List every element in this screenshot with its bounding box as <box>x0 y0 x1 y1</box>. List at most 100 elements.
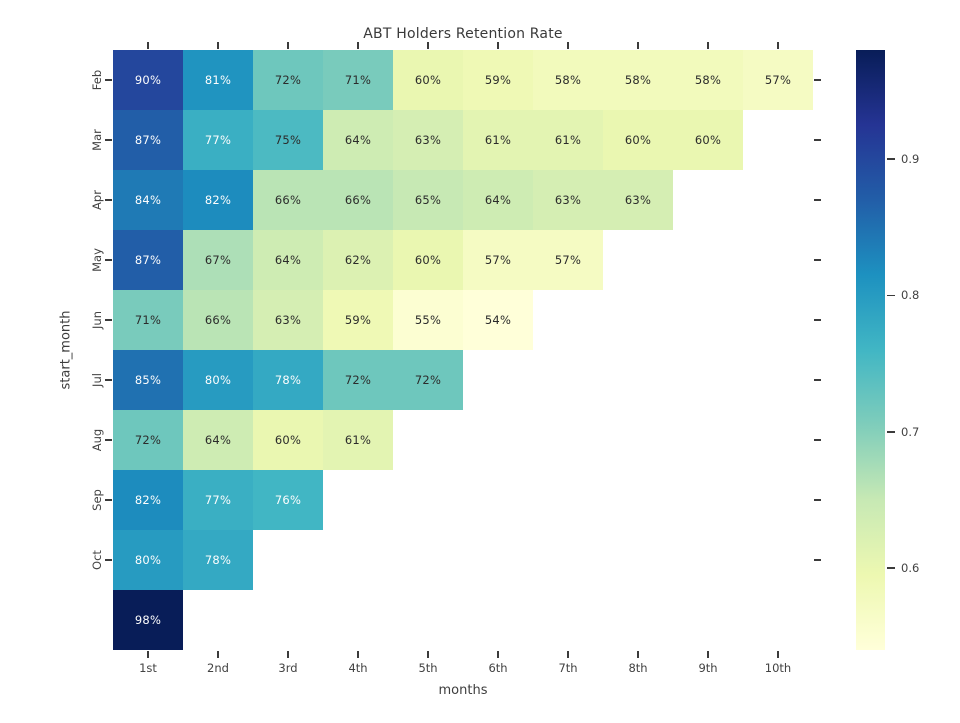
y-tick-label: Sep <box>90 489 104 511</box>
colorbar-tick-mark <box>887 431 895 433</box>
heatmap-cell: 67% <box>183 230 253 290</box>
heatmap-cell: 58% <box>673 50 743 110</box>
heatmap-cell: 64% <box>323 110 393 170</box>
cell-value-label: 60% <box>694 133 722 147</box>
cell-value-label: 63% <box>624 193 652 207</box>
heatmap-cell: 63% <box>533 170 603 230</box>
heatmap-cell: 85% <box>113 350 183 410</box>
x-tick-mark <box>637 651 639 658</box>
heatmap-cell: 82% <box>113 470 183 530</box>
x-tick-mark-top <box>707 42 709 49</box>
heatmap-cell: 57% <box>463 230 533 290</box>
cell-value-label: 57% <box>554 253 582 267</box>
heatmap-cell: 61% <box>533 110 603 170</box>
y-tick-label: Feb <box>90 69 104 91</box>
heatmap-cell: 82% <box>183 170 253 230</box>
x-tick-mark-top <box>147 42 149 49</box>
cell-value-label: 87% <box>134 133 162 147</box>
y-tick-label: Mar <box>90 129 104 151</box>
cell-value-label: 54% <box>484 313 512 327</box>
x-tick-label: 5th <box>418 661 438 675</box>
heatmap-cell: 63% <box>393 110 463 170</box>
cell-value-label: 66% <box>204 313 232 327</box>
cell-value-label: 72% <box>344 373 372 387</box>
cell-value-label: 78% <box>204 553 232 567</box>
y-tick-mark <box>105 139 112 141</box>
colorbar-tick-label: 0.7 <box>901 424 920 439</box>
y-tick-mark-right <box>814 379 821 381</box>
x-tick-mark-top <box>427 42 429 49</box>
heatmap-cell: 80% <box>183 350 253 410</box>
colorbar-tick-mark <box>887 294 895 297</box>
cell-value-label: 64% <box>484 193 512 207</box>
y-tick-mark <box>105 319 112 321</box>
y-tick-mark <box>105 499 112 501</box>
cell-value-label: 71% <box>344 73 372 87</box>
cell-value-label: 72% <box>274 73 302 87</box>
cell-value-label: 58% <box>554 73 582 87</box>
y-tick-mark-right <box>814 79 821 81</box>
y-tick-label: May <box>90 248 104 272</box>
x-tick-label: 7th <box>558 661 578 675</box>
x-tick-mark-top <box>287 42 289 49</box>
cell-value-label: 87% <box>134 253 162 267</box>
cell-value-label: 78% <box>274 373 302 387</box>
colorbar-gradient <box>856 50 885 650</box>
heatmap-cell: 84% <box>113 170 183 230</box>
heatmap-cell: 60% <box>673 110 743 170</box>
y-tick-mark <box>105 439 112 441</box>
y-tick-mark-right <box>814 259 821 261</box>
x-tick-mark-top <box>567 42 569 49</box>
heatmap-cell: 76% <box>253 470 323 530</box>
cell-value-label: 82% <box>204 193 232 207</box>
cell-value-label: 82% <box>134 493 162 507</box>
chart-title: ABT Holders Retention Rate <box>363 26 563 42</box>
x-tick-mark <box>287 651 289 658</box>
heatmap-cell: 55% <box>393 290 463 350</box>
colorbar-tick-label: 0.6 <box>901 561 920 576</box>
x-tick-mark-top <box>497 42 499 49</box>
cell-value-label: 58% <box>624 73 652 87</box>
x-tick-mark <box>147 651 149 658</box>
y-tick-mark <box>105 259 112 261</box>
x-tick-label: 10th <box>764 661 792 675</box>
x-tick-label: 4th <box>348 661 368 675</box>
x-tick-label: 9th <box>698 661 718 675</box>
heatmap-cell: 60% <box>253 410 323 470</box>
heatmap-cell: 59% <box>463 50 533 110</box>
x-tick-mark <box>217 651 219 658</box>
y-axis-label: start_month <box>58 310 74 390</box>
cell-value-label: 60% <box>414 73 442 87</box>
cell-value-label: 72% <box>134 433 162 447</box>
cell-value-label: 58% <box>694 73 722 87</box>
y-tick-mark-right <box>814 139 821 141</box>
cell-value-label: 81% <box>204 73 232 87</box>
cell-value-label: 77% <box>204 133 232 147</box>
cell-value-label: 80% <box>204 373 232 387</box>
cell-value-label: 60% <box>414 253 442 267</box>
heatmap-cell: 66% <box>183 290 253 350</box>
heatmap-cell: 72% <box>393 350 463 410</box>
x-tick-label: 1st <box>139 661 157 675</box>
y-tick-mark <box>105 79 112 81</box>
colorbar-tick-label: 0.8 <box>901 288 920 303</box>
heatmap-cell: 72% <box>113 410 183 470</box>
heatmap-cell: 58% <box>533 50 603 110</box>
x-tick-mark <box>707 651 709 658</box>
cell-value-label: 61% <box>484 133 512 147</box>
cell-value-label: 62% <box>344 253 372 267</box>
x-tick-mark-top <box>357 42 359 49</box>
heatmap-cell: 72% <box>323 350 393 410</box>
cell-value-label: 64% <box>204 433 232 447</box>
heatmap-cell: 87% <box>113 230 183 290</box>
cell-value-label: 63% <box>274 313 302 327</box>
cell-value-label: 77% <box>204 493 232 507</box>
x-tick-mark <box>427 651 429 658</box>
cell-value-label: 55% <box>414 313 442 327</box>
cell-value-label: 63% <box>414 133 442 147</box>
cell-value-label: 60% <box>274 433 302 447</box>
y-tick-mark-right <box>814 199 821 201</box>
heatmap-cell: 64% <box>253 230 323 290</box>
heatmap-cell: 75% <box>253 110 323 170</box>
